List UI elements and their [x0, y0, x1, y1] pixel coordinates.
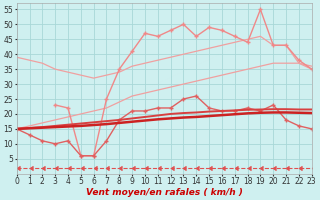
X-axis label: Vent moyen/en rafales ( km/h ): Vent moyen/en rafales ( km/h ) — [86, 188, 243, 197]
